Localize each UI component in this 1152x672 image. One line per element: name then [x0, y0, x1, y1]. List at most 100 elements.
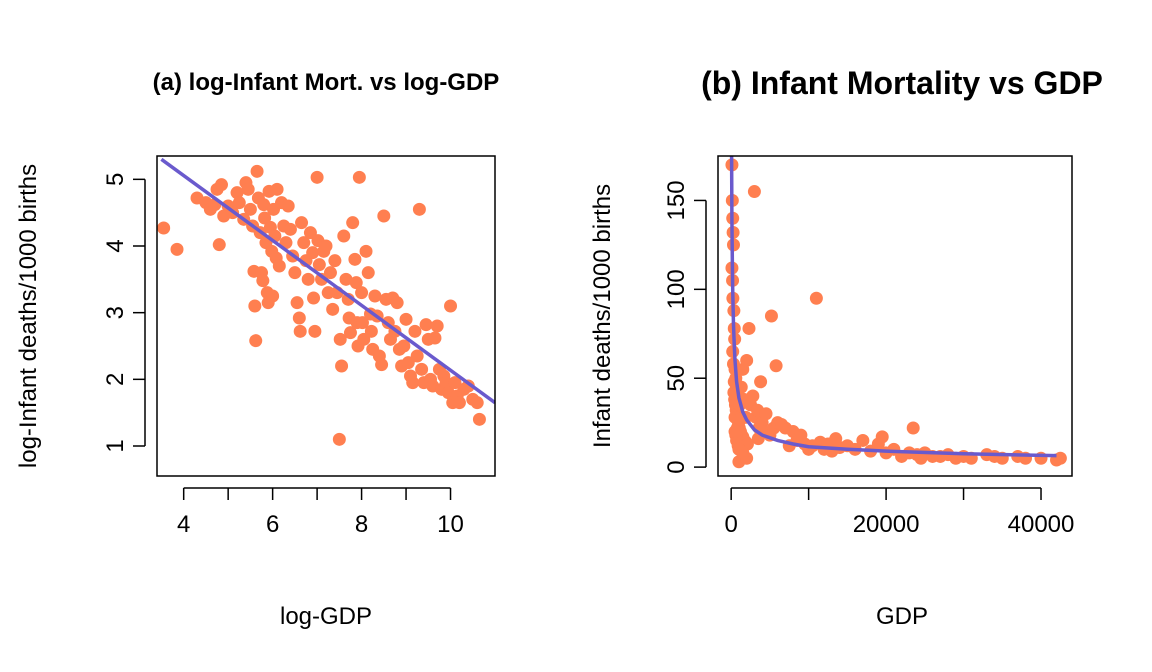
data-point — [348, 252, 362, 266]
data-point — [747, 185, 761, 199]
data-point — [248, 299, 262, 313]
data-point — [292, 311, 306, 325]
data-point — [364, 324, 378, 338]
data-point — [249, 334, 263, 348]
data-point — [355, 286, 369, 300]
data-point — [272, 259, 286, 273]
y-tick-label: 1 — [102, 439, 129, 452]
data-point — [740, 353, 754, 367]
data-point — [343, 326, 357, 340]
data-point — [444, 299, 458, 313]
data-point — [746, 389, 760, 403]
data-point — [419, 318, 433, 332]
panel-b-y-label: Infant deaths/1000 births — [589, 184, 616, 448]
data-point — [439, 376, 453, 390]
data-point — [349, 276, 363, 290]
data-point — [856, 433, 870, 447]
data-point — [270, 182, 284, 196]
data-point — [288, 266, 302, 280]
data-point — [212, 238, 226, 252]
panel-b-plot-area: 0 20000 40000 0 50 100 150 — [663, 155, 1075, 538]
data-point — [157, 221, 171, 235]
data-point — [295, 216, 309, 230]
plot-frame — [156, 155, 496, 477]
data-point — [390, 296, 404, 310]
data-point — [759, 407, 773, 421]
data-point — [328, 254, 342, 268]
data-point — [408, 324, 422, 338]
y-tick-label: 2 — [102, 373, 129, 386]
data-point — [361, 266, 375, 280]
data-point — [399, 312, 413, 326]
data-point — [412, 202, 426, 216]
data-point — [410, 349, 424, 363]
data-point — [470, 396, 484, 410]
data-point — [301, 272, 315, 286]
data-point — [250, 164, 264, 178]
data-point — [290, 296, 304, 310]
data-point — [230, 186, 244, 200]
y-tick-label: 0 — [663, 460, 690, 473]
data-point — [306, 246, 320, 260]
data-point — [266, 289, 280, 303]
data-point — [337, 229, 351, 243]
data-point — [352, 170, 366, 184]
data-point — [307, 291, 321, 305]
data-point — [283, 222, 297, 236]
data-point — [326, 302, 340, 316]
data-point — [472, 412, 486, 426]
plot-marks — [725, 156, 1067, 469]
x-tick-label: 4 — [177, 511, 190, 538]
data-point — [355, 316, 369, 330]
data-point — [742, 321, 756, 335]
data-point — [406, 376, 420, 390]
plot-frame — [717, 155, 1073, 477]
y-tick-label: 3 — [102, 306, 129, 319]
x-tick-label: 0 — [724, 511, 737, 538]
data-point — [214, 178, 228, 192]
data-point — [754, 375, 768, 389]
y-tick-label: 100 — [663, 269, 690, 309]
data-point — [333, 332, 347, 346]
data-point — [256, 274, 270, 288]
data-point — [308, 324, 322, 338]
x-tick-label: 6 — [266, 511, 279, 538]
panel-b-x-label: GDP — [876, 603, 928, 630]
panel-a-title: (a) log-Infant Mort. vs log-GDP — [153, 69, 500, 96]
x-tick-label: 20000 — [853, 511, 920, 538]
panel-b-title: (b) Infant Mortality vs GDP — [701, 65, 1103, 101]
data-point — [258, 211, 272, 225]
data-point — [319, 239, 333, 253]
fit-line — [160, 157, 495, 405]
data-point — [281, 199, 295, 213]
x-tick-label: 40000 — [1008, 511, 1075, 538]
x-tick-label: 10 — [437, 511, 464, 538]
data-point — [415, 362, 429, 376]
data-point — [241, 182, 255, 196]
data-point — [297, 236, 311, 250]
data-point — [339, 272, 353, 286]
data-point — [243, 202, 257, 216]
plot-marks — [157, 157, 495, 446]
data-point — [323, 266, 337, 280]
panel-a-x-label: log-GDP — [280, 603, 372, 630]
data-point — [764, 309, 778, 323]
data-point — [257, 198, 271, 212]
panel-a: (a) log-Infant Mort. vs log-GDP 4 6 8 10123… — [15, 69, 499, 630]
data-point — [452, 396, 466, 410]
data-point — [335, 359, 349, 373]
data-point — [321, 286, 335, 300]
y-tick-label: 150 — [663, 180, 690, 220]
data-point — [906, 421, 920, 435]
data-point — [368, 289, 382, 303]
data-point — [170, 242, 184, 256]
data-point — [428, 331, 442, 345]
data-point — [728, 425, 742, 439]
panel-a-y-label: log-Infant deaths/1000 births — [15, 164, 42, 468]
data-point — [1053, 451, 1067, 465]
data-point — [430, 319, 444, 333]
data-point — [332, 432, 346, 446]
data-point — [448, 376, 462, 390]
data-point — [401, 356, 415, 370]
